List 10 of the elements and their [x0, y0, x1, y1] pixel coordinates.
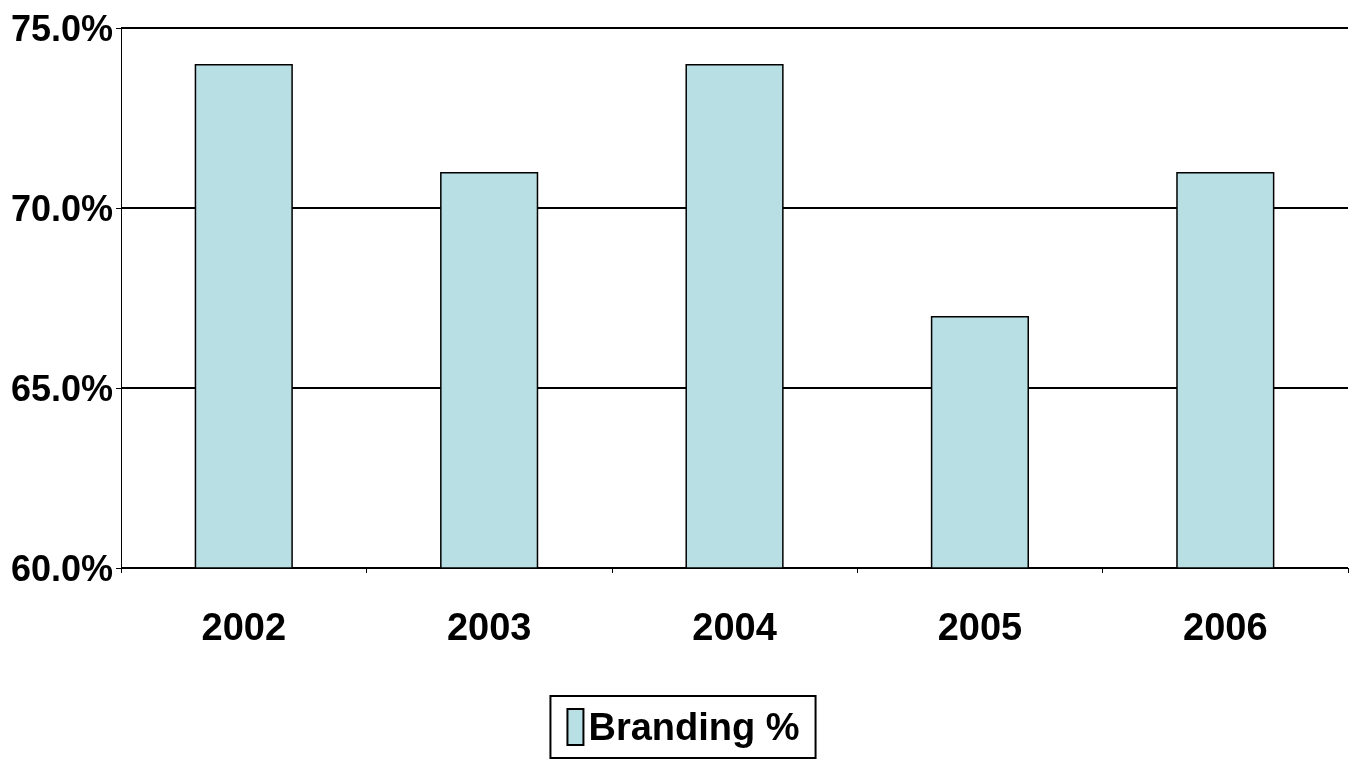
y-tick-label: 75.0% — [11, 7, 114, 49]
y-tick-label: 65.0% — [11, 367, 114, 409]
y-tick-label: 70.0% — [11, 187, 114, 229]
legend-label: Branding % — [588, 706, 800, 748]
x-tick-label: 2002 — [201, 606, 287, 648]
x-tick-label: 2003 — [446, 606, 532, 648]
x-tick-label: 2006 — [1183, 606, 1268, 648]
x-tick-label: 2005 — [937, 606, 1023, 648]
y-tick-label: 60.0% — [11, 547, 114, 589]
x-tick-label: 2004 — [692, 606, 777, 648]
